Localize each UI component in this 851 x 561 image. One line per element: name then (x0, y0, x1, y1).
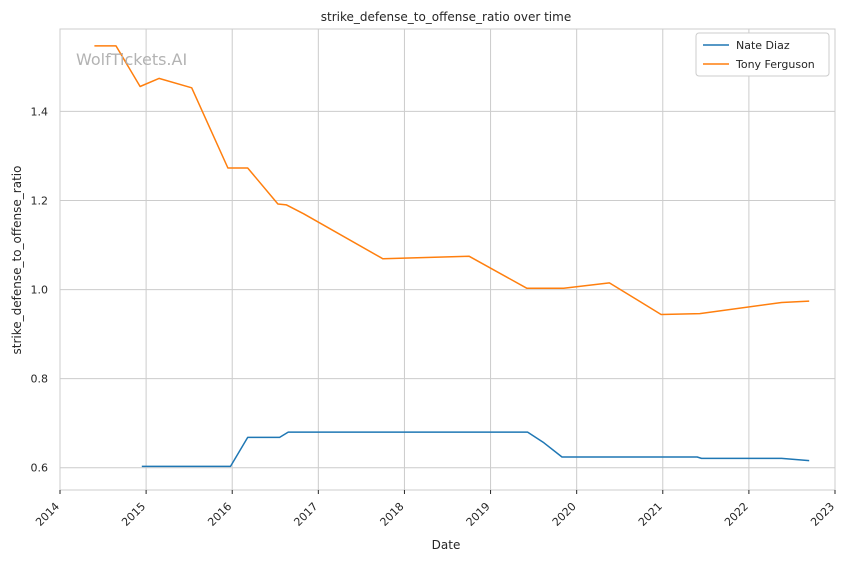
legend-label-nate-diaz: Nate Diaz (736, 39, 790, 52)
x-tick-label: 2020 (550, 500, 579, 529)
watermark: WolfTickets.AI (76, 50, 187, 69)
x-tick-label: 2014 (33, 500, 62, 529)
x-tick-label: 2021 (636, 500, 665, 529)
series-line-nate-diaz (141, 431, 810, 468)
y-tick-label: 0.8 (31, 373, 49, 386)
x-tick-label: 2019 (464, 500, 493, 529)
x-tick-label: 2022 (722, 500, 751, 529)
grid (59, 29, 836, 490)
x-tick-label: 2023 (808, 500, 837, 529)
y-tick-label: 0.6 (31, 462, 49, 475)
y-axis-label: strike_defense_to_offense_ratio (10, 166, 24, 355)
plot-frame (59, 28, 836, 491)
x-ticks: 2014 2015 2016 2017 2018 2019 2020 2021 2022 2023 (33, 490, 837, 529)
y-tick-label: 1.4 (31, 105, 49, 118)
x-tick-label: 2015 (119, 500, 148, 529)
legend-box (695, 32, 830, 77)
legend: Nate Diaz Tony Ferguson (695, 32, 830, 77)
x-tick-label: 2016 (205, 500, 234, 529)
y-tick-label: 1.0 (31, 284, 49, 297)
x-tick-label: 2017 (291, 500, 320, 529)
x-axis-label: Date (432, 538, 461, 552)
x-tick-label: 2018 (378, 500, 407, 529)
series-line-tony-ferguson (94, 45, 810, 316)
chart-title: strike_defense_to_offense_ratio over tim… (321, 10, 571, 24)
legend-label-tony-ferguson: Tony Ferguson (735, 58, 815, 71)
y-tick-label: 1.2 (31, 194, 49, 207)
series-layer (94, 45, 810, 468)
y-ticks: 0.6 0.8 1.0 1.2 1.4 (31, 105, 49, 474)
